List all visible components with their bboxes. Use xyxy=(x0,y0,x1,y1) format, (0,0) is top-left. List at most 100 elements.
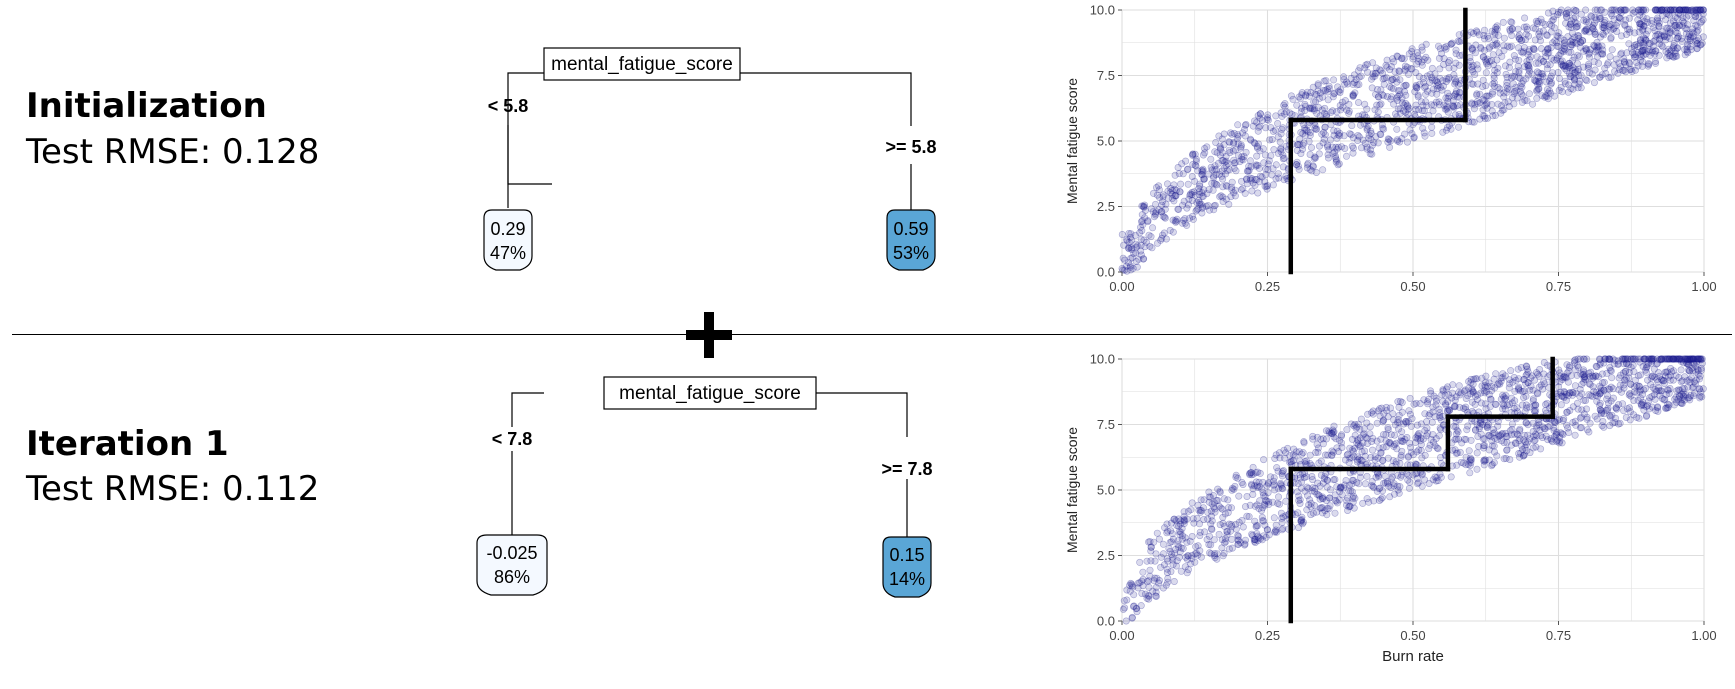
scatter-point xyxy=(1124,244,1132,252)
scatter-point xyxy=(1358,457,1366,465)
scatter-point xyxy=(1568,388,1576,396)
scatter-point xyxy=(1529,100,1537,108)
scatter-point xyxy=(1444,75,1452,83)
scatter-point xyxy=(1499,405,1507,413)
scatter-point xyxy=(1435,405,1443,413)
scatter-point xyxy=(1385,136,1393,144)
scatter-point xyxy=(1569,419,1577,427)
scatter-point xyxy=(1631,66,1639,74)
scatter-point xyxy=(1577,370,1585,378)
scatter-point xyxy=(1451,402,1459,410)
scatter-point xyxy=(1136,558,1144,566)
scatter-point xyxy=(1298,89,1306,97)
scatter-point xyxy=(1535,372,1543,380)
scatter-point xyxy=(1521,14,1529,22)
scatter-point xyxy=(1253,501,1261,509)
scatter-point xyxy=(1450,403,1458,411)
scatter-point xyxy=(1483,60,1491,68)
scatter-point xyxy=(1244,167,1252,175)
scatter-point xyxy=(1562,373,1570,381)
scatter-point xyxy=(1228,183,1236,191)
scatter-point xyxy=(1498,430,1506,438)
scatter-point xyxy=(1277,144,1285,152)
scatter-point xyxy=(1345,481,1353,489)
scatter-point xyxy=(1243,176,1251,184)
scatter-point xyxy=(1170,515,1178,523)
scatter-point xyxy=(1263,114,1271,122)
scatter-point xyxy=(1391,431,1399,439)
scatter-point xyxy=(1462,436,1470,444)
scatter-point xyxy=(1309,476,1317,484)
scatter-point xyxy=(1228,486,1236,494)
scatter-point xyxy=(1369,70,1377,78)
scatter-point xyxy=(1145,592,1153,600)
scatter-point xyxy=(1593,38,1601,46)
scatter-point xyxy=(1522,371,1530,379)
scatter-point xyxy=(1544,361,1552,369)
scatter-point xyxy=(1524,50,1532,58)
scatter-point xyxy=(1639,46,1647,54)
scatter-point xyxy=(1421,476,1429,484)
scatter-point xyxy=(1299,141,1307,149)
scatter-point xyxy=(1252,523,1260,531)
scatter-point xyxy=(1228,544,1236,552)
scatter-point xyxy=(1622,30,1630,38)
scatter-point xyxy=(1385,482,1393,490)
scatter-point xyxy=(1543,60,1551,68)
scatter-point xyxy=(1504,98,1512,106)
scatter-point xyxy=(1515,31,1523,39)
scatter-point xyxy=(1443,75,1451,83)
scatter-point xyxy=(1309,105,1317,113)
scatter-point xyxy=(1304,485,1312,493)
scatter-point xyxy=(1232,471,1240,479)
scatter-point xyxy=(1321,473,1329,481)
scatter-point xyxy=(1577,10,1585,18)
scatter-point xyxy=(1301,458,1309,466)
scatter-point xyxy=(1193,199,1201,207)
scatter-point xyxy=(1473,90,1481,98)
scatter-point xyxy=(1178,525,1186,533)
scatter-point xyxy=(1400,101,1408,109)
scatter-point xyxy=(1655,30,1663,38)
scatter-point xyxy=(1404,417,1412,425)
scatter-point xyxy=(1414,52,1422,60)
scatter-point xyxy=(1256,178,1264,186)
scatter-point xyxy=(1541,425,1549,433)
scatter-point xyxy=(1429,85,1437,93)
scatter-point xyxy=(1311,153,1319,161)
scatter-point xyxy=(1593,397,1601,405)
scatter-point xyxy=(1292,161,1300,169)
scatter-point xyxy=(1659,377,1667,385)
scatter-point xyxy=(1137,235,1145,243)
scatter-point xyxy=(1304,88,1312,96)
scatter-point xyxy=(1569,38,1577,46)
root-node-label: mental_fatigue_score xyxy=(619,383,801,404)
scatter-point xyxy=(1305,92,1313,100)
scatter-point xyxy=(1210,174,1218,182)
scatter-point xyxy=(1208,526,1216,534)
scatter-point xyxy=(1302,92,1310,100)
scatter-point xyxy=(1258,485,1266,493)
scatter-point xyxy=(1301,100,1309,108)
scatter-point xyxy=(1450,422,1458,430)
scatter-point xyxy=(1311,488,1319,496)
scatter-point xyxy=(1489,429,1497,437)
scatter-point xyxy=(1349,447,1357,455)
scatter-point xyxy=(1583,413,1591,421)
scatter-point xyxy=(1432,77,1440,85)
scatter-point xyxy=(1442,43,1450,51)
scatter-point xyxy=(1585,69,1593,77)
scatter-point xyxy=(1437,459,1445,467)
scatter-point xyxy=(1680,6,1688,14)
scatter-point xyxy=(1341,97,1349,105)
scatter-point xyxy=(1533,422,1541,430)
scatter-point xyxy=(1694,355,1702,363)
scatter-point xyxy=(1630,53,1638,61)
scatter-point xyxy=(1324,96,1332,104)
scatter-point xyxy=(1596,406,1604,414)
scatter-point xyxy=(1677,399,1685,407)
scatter-point xyxy=(1637,56,1645,64)
scatter-point xyxy=(1177,528,1185,536)
scatter-point xyxy=(1539,73,1547,81)
scatter-point xyxy=(1559,374,1567,382)
